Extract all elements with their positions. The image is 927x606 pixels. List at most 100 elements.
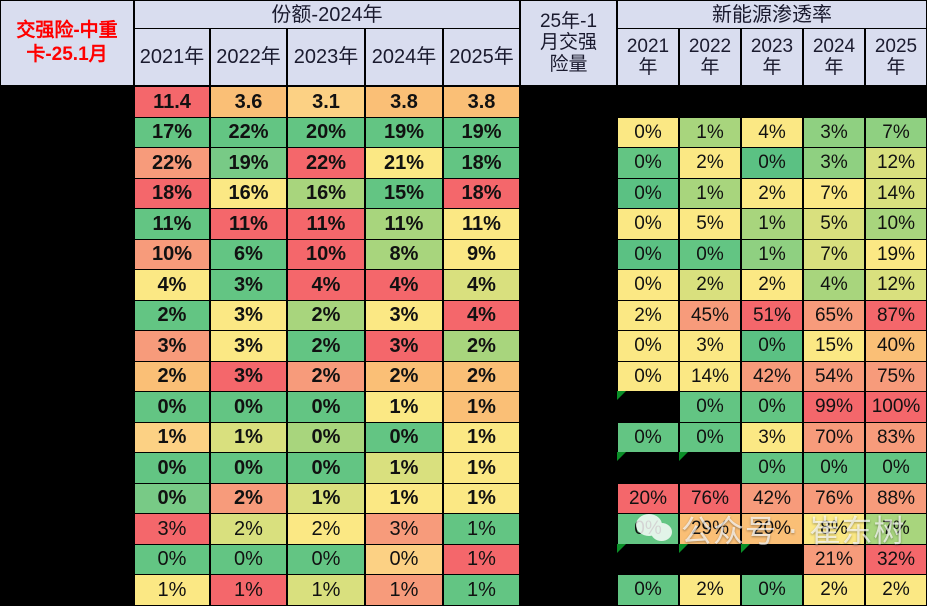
share_table-cell-r3-c1[interactable]: 16% [210,177,287,209]
share_table-cell-r1-c4[interactable]: 19% [443,116,520,148]
nev_table-cell-r10-c4[interactable]: 100% [865,391,927,423]
share_table-cell-r5-c3[interactable]: 8% [365,238,443,270]
share_table-cell-r16-c2[interactable]: 1% [287,574,365,606]
share_table-cell-r8-c1[interactable]: 3% [210,330,287,362]
nev_table-cell-r0-c4[interactable] [865,86,927,118]
share_table-cell-r10-c3[interactable]: 1% [365,391,443,423]
nev_table-cell-r12-c0[interactable] [617,452,679,484]
share_table-cell-r7-c0[interactable]: 2% [134,299,210,331]
share_table-cell-r7-c4[interactable]: 4% [443,299,520,331]
nev_table-cell-r1-c4[interactable]: 7% [865,116,927,148]
nev_table-cell-r14-c3[interactable]: 8% [803,513,865,545]
column-header-share-year-4[interactable]: 2025年 [443,28,520,86]
share_table-cell-r0-c2[interactable]: 3.1 [287,86,365,118]
share_table-cell-r11-c3[interactable]: 0% [365,421,443,453]
share_table-cell-r5-c2[interactable]: 10% [287,238,365,270]
share_table-cell-r4-c1[interactable]: 11% [210,208,287,240]
nev_table-cell-r8-c3[interactable]: 15% [803,330,865,362]
share_table-cell-r7-c1[interactable]: 3% [210,299,287,331]
share_table-cell-r6-c0[interactable]: 4% [134,269,210,301]
nev_table-cell-r3-c3[interactable]: 7% [803,177,865,209]
share_table-cell-r7-c3[interactable]: 3% [365,299,443,331]
nev_table-cell-r15-c3[interactable]: 21% [803,543,865,575]
share_table-cell-r11-c0[interactable]: 1% [134,421,210,453]
nev_table-cell-r13-c3[interactable]: 76% [803,482,865,514]
share_table-cell-r2-c2[interactable]: 22% [287,147,365,179]
share_table-cell-r15-c0[interactable]: 0% [134,543,210,575]
share_table-cell-r10-c1[interactable]: 0% [210,391,287,423]
nev_table-cell-r16-c3[interactable]: 2% [803,574,865,606]
nev_table-cell-r16-c4[interactable]: 2% [865,574,927,606]
share_table-cell-r13-c0[interactable]: 0% [134,482,210,514]
share_table-cell-r6-c4[interactable]: 4% [443,269,520,301]
nev_table-cell-r1-c0[interactable]: 0% [617,116,679,148]
share_table-cell-r0-c0[interactable]: 11.4 [134,86,210,118]
share_table-cell-r16-c4[interactable]: 1% [443,574,520,606]
share_table-cell-r2-c4[interactable]: 18% [443,147,520,179]
nev_table-cell-r3-c4[interactable]: 14% [865,177,927,209]
nev_table-cell-r2-c4[interactable]: 12% [865,147,927,179]
share_table-cell-r10-c4[interactable]: 1% [443,391,520,423]
share_table-cell-r11-c2[interactable]: 0% [287,421,365,453]
nev_table-cell-r3-c0[interactable]: 0% [617,177,679,209]
share_table-cell-r3-c2[interactable]: 16% [287,177,365,209]
nev_table-cell-r7-c1[interactable]: 45% [679,299,741,331]
nev_table-cell-r8-c0[interactable]: 0% [617,330,679,362]
nev_table-cell-r10-c3[interactable]: 99% [803,391,865,423]
nev_table-cell-r2-c3[interactable]: 3% [803,147,865,179]
share_table-cell-r6-c2[interactable]: 4% [287,269,365,301]
nev_table-cell-r5-c3[interactable]: 7% [803,238,865,270]
column-header-nev-year-1[interactable]: 2022 年 [679,28,741,86]
nev_table-cell-r10-c2[interactable]: 0% [741,391,803,423]
share_table-cell-r4-c2[interactable]: 11% [287,208,365,240]
nev_table-cell-r5-c0[interactable]: 0% [617,238,679,270]
nev_table-cell-r16-c1[interactable]: 2% [679,574,741,606]
share_table-cell-r1-c2[interactable]: 20% [287,116,365,148]
share_table-cell-r13-c1[interactable]: 2% [210,482,287,514]
share_table-cell-r15-c2[interactable]: 0% [287,543,365,575]
nev_table-cell-r6-c4[interactable]: 12% [865,269,927,301]
share_table-cell-r15-c4[interactable]: 1% [443,543,520,575]
nev_table-cell-r10-c1[interactable]: 0% [679,391,741,423]
nev_table-cell-r8-c2[interactable]: 0% [741,330,803,362]
nev_table-cell-r2-c1[interactable]: 2% [679,147,741,179]
nev_table-cell-r13-c0[interactable]: 20% [617,482,679,514]
share_table-cell-r16-c3[interactable]: 1% [365,574,443,606]
share_table-cell-r7-c2[interactable]: 2% [287,299,365,331]
nev_table-cell-r13-c4[interactable]: 88% [865,482,927,514]
share_table-cell-r3-c3[interactable]: 15% [365,177,443,209]
share_table-cell-r3-c4[interactable]: 18% [443,177,520,209]
share_table-cell-r6-c3[interactable]: 4% [365,269,443,301]
column-header-nev-year-2[interactable]: 2023 年 [741,28,803,86]
share_table-cell-r12-c0[interactable]: 0% [134,452,210,484]
nev_table-cell-r3-c1[interactable]: 1% [679,177,741,209]
column-header-share-year-3[interactable]: 2024年 [365,28,443,86]
share_table-cell-r5-c0[interactable]: 10% [134,238,210,270]
nev_table-cell-r11-c0[interactable]: 0% [617,421,679,453]
column-header-nev-year-0[interactable]: 2021 年 [617,28,679,86]
nev_table-cell-r7-c2[interactable]: 51% [741,299,803,331]
nev_table-cell-r7-c3[interactable]: 65% [803,299,865,331]
nev_table-cell-r9-c1[interactable]: 14% [679,360,741,392]
nev_table-cell-r4-c1[interactable]: 5% [679,208,741,240]
share_table-cell-r9-c1[interactable]: 3% [210,360,287,392]
nev_table-cell-r12-c2[interactable]: 0% [741,452,803,484]
share_table-cell-r1-c3[interactable]: 19% [365,116,443,148]
nev_table-cell-r14-c1[interactable]: 29% [679,513,741,545]
share_table-cell-r1-c1[interactable]: 22% [210,116,287,148]
column-header-nev-year-4[interactable]: 2025 年 [865,28,927,86]
share_table-cell-r14-c3[interactable]: 3% [365,513,443,545]
nev_table-cell-r0-c1[interactable] [679,86,741,118]
share_table-cell-r8-c4[interactable]: 2% [443,330,520,362]
share_table-cell-r2-c1[interactable]: 19% [210,147,287,179]
nev_table-cell-r12-c3[interactable]: 0% [803,452,865,484]
nev_table-cell-r14-c2[interactable]: 20% [741,513,803,545]
nev_table-cell-r9-c4[interactable]: 75% [865,360,927,392]
nev_table-cell-r8-c4[interactable]: 40% [865,330,927,362]
share_table-cell-r5-c1[interactable]: 6% [210,238,287,270]
share_table-cell-r13-c3[interactable]: 1% [365,482,443,514]
nev_table-cell-r15-c4[interactable]: 32% [865,543,927,575]
column-header-nev-year-3[interactable]: 2024 年 [803,28,865,86]
nev_table-cell-r14-c4[interactable]: 7% [865,513,927,545]
nev_table-cell-r0-c0[interactable] [617,86,679,118]
